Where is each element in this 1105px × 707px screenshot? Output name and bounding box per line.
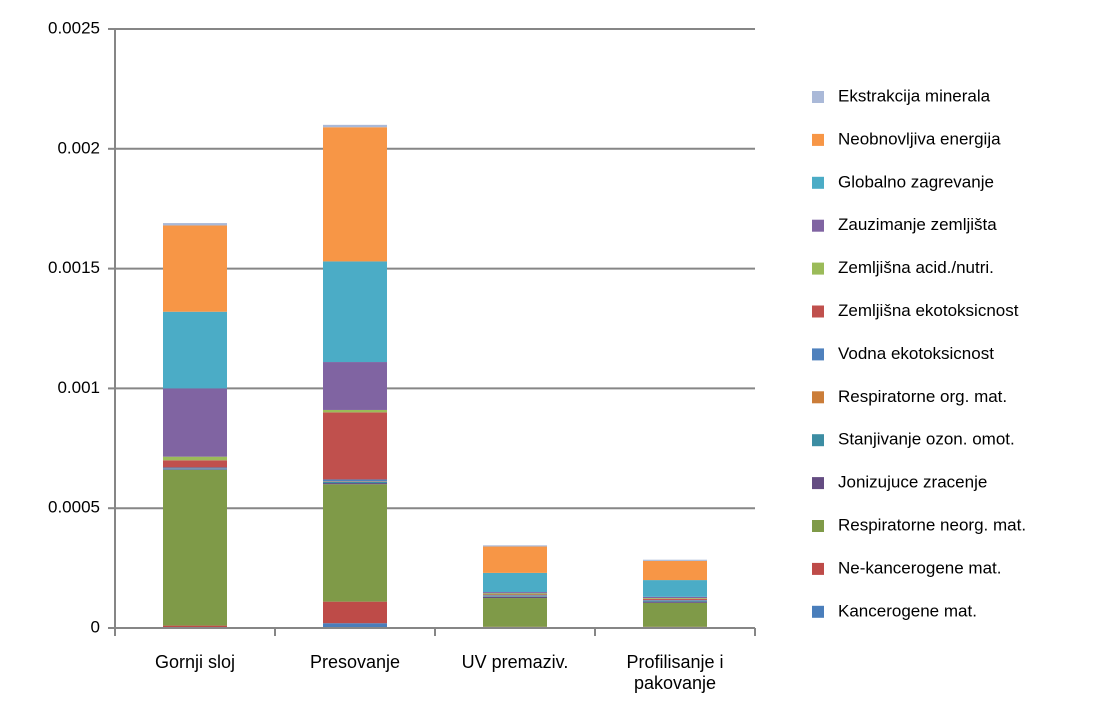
bar-segment [163, 311, 227, 389]
bar-segment [483, 595, 547, 596]
bar-segment [163, 225, 227, 312]
bar-segment [643, 598, 707, 599]
y-tick-label: 0.0015 [48, 258, 100, 277]
legend-label: Globalno zagrevanje [838, 172, 994, 191]
bar-segment [483, 594, 547, 596]
legend-label: Ekstrakcija minerala [838, 86, 991, 105]
y-tick-label: 0.0025 [48, 18, 100, 37]
bar-segment [483, 596, 547, 597]
bar-segment [163, 625, 227, 628]
bar-segment [483, 596, 547, 599]
legend-swatch [812, 391, 824, 404]
bar-segment [643, 601, 707, 603]
bar-segment [163, 388, 227, 457]
y-tick-label: 0.0005 [48, 498, 100, 517]
bar-segment [643, 560, 707, 581]
bar-segment [643, 599, 707, 601]
bar-segment [163, 460, 227, 468]
bar-segment [483, 598, 547, 627]
legend-swatch [812, 605, 824, 618]
bar-segment [323, 127, 387, 262]
legend-swatch [812, 219, 824, 232]
bar-segment [163, 467, 227, 469]
bar-segment [643, 598, 707, 600]
bar-segment [643, 602, 707, 627]
bar-segment [323, 479, 387, 482]
bar-segment [483, 592, 547, 594]
y-tick-label: 0.002 [57, 138, 100, 157]
legend-label: Zauzimanje zemljišta [838, 215, 997, 234]
bar-segment [323, 412, 387, 480]
bar-segment [163, 456, 227, 461]
bar-segment [483, 545, 547, 547]
bar-segment [323, 124, 387, 128]
bar-segment [483, 546, 547, 573]
legend-label: Jonizujuce zracenje [838, 473, 987, 492]
legend-label: Zemljišna ekotoksicnost [838, 301, 1019, 320]
bar-segment [643, 600, 707, 602]
legend-swatch [812, 262, 824, 275]
legend-swatch [812, 477, 824, 490]
bar-segment [323, 623, 387, 628]
legend-label: Respiratorne org. mat. [838, 387, 1007, 406]
legend-label: Stanjivanje ozon. omot. [838, 430, 1015, 449]
legend-swatch [812, 348, 824, 361]
y-tick-label: 0.001 [57, 378, 100, 397]
legend-swatch [812, 305, 824, 318]
bar-segment [323, 601, 387, 624]
legend-swatch [812, 91, 824, 103]
legend-swatch [812, 133, 824, 146]
y-tick-label: 0 [91, 617, 100, 636]
legend-swatch [812, 434, 824, 447]
legend-swatch [812, 176, 824, 189]
bar-segment [163, 469, 227, 626]
bar-segment [323, 362, 387, 410]
x-tick-label: Gornji sloj [154, 652, 236, 672]
bar-segment [643, 559, 707, 561]
bar-segment [483, 572, 547, 593]
x-tick-label: UV premaziv. [461, 652, 569, 672]
bar-segment [643, 580, 707, 597]
bar-segment [323, 484, 387, 602]
x-tick-label: Profilisanje i pakovanje [626, 652, 724, 693]
legend-label: Zemljišna acid./nutri. [838, 258, 994, 277]
bar-segment [163, 223, 227, 226]
legend-label: Vodna ekotoksicnost [838, 344, 994, 363]
legend-swatch [812, 520, 824, 532]
legend-label: Ne-kancerogene mat. [838, 558, 1001, 577]
x-tick-label: Presovanje [309, 652, 401, 672]
bar-segment [323, 483, 387, 485]
bar-segment [323, 409, 387, 413]
legend-label: Respiratorne neorg. mat. [838, 515, 1026, 534]
legend-label: Neobnovljiva energija [838, 129, 1001, 148]
legend-swatch [812, 562, 824, 575]
legend-label: Kancerogene mat. [838, 601, 977, 620]
bar-segment [323, 481, 387, 484]
bar-segment [643, 596, 707, 599]
bar-segment [323, 261, 387, 363]
bar-segment [483, 593, 547, 595]
